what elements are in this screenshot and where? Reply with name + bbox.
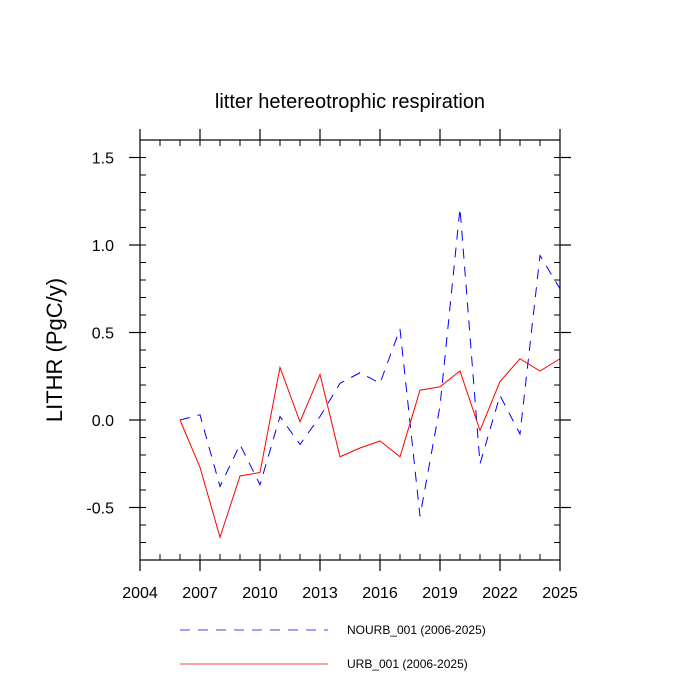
legend-label-nourb: NOURB_001 (2006-2025)	[347, 623, 486, 637]
x-tick-label: 2013	[302, 585, 338, 602]
x-tick-label: 2025	[542, 585, 578, 602]
plot-frame	[139, 139, 561, 561]
y-tick-label: 1.0	[92, 238, 114, 255]
series-lines	[179, 208, 561, 539]
y-tick-label: 1.5	[92, 151, 114, 168]
y-tick-label: 0.0	[92, 413, 114, 430]
series-line-urb	[179, 358, 561, 539]
x-tick-label: 2007	[182, 585, 218, 602]
major-ticks	[129, 129, 571, 571]
chart-title: litter hetereotrophic respiration	[215, 91, 485, 113]
y-tick-label: -0.5	[86, 501, 114, 518]
legend: NOURB_001 (2006-2025) URB_001 (2006-2025…	[180, 623, 486, 671]
x-tick-label: 2022	[482, 585, 518, 602]
x-tick-label: 2016	[362, 585, 398, 602]
x-tick-label: 2010	[242, 585, 278, 602]
minor-ticks	[139, 139, 561, 561]
y-tick-label: 0.5	[92, 326, 114, 343]
y-axis-label: LITHR (PgC/y)	[42, 278, 67, 422]
x-tick-label: 2019	[422, 585, 458, 602]
legend-label-urb: URB_001 (2006-2025)	[347, 657, 468, 671]
x-tick-label: 2004	[122, 585, 158, 602]
series-line-nourb	[179, 208, 561, 517]
tick-labels: 2004 2007 2010 2013 2016 2019 2022 2025 -0.5 0.0 0…	[86, 151, 577, 603]
